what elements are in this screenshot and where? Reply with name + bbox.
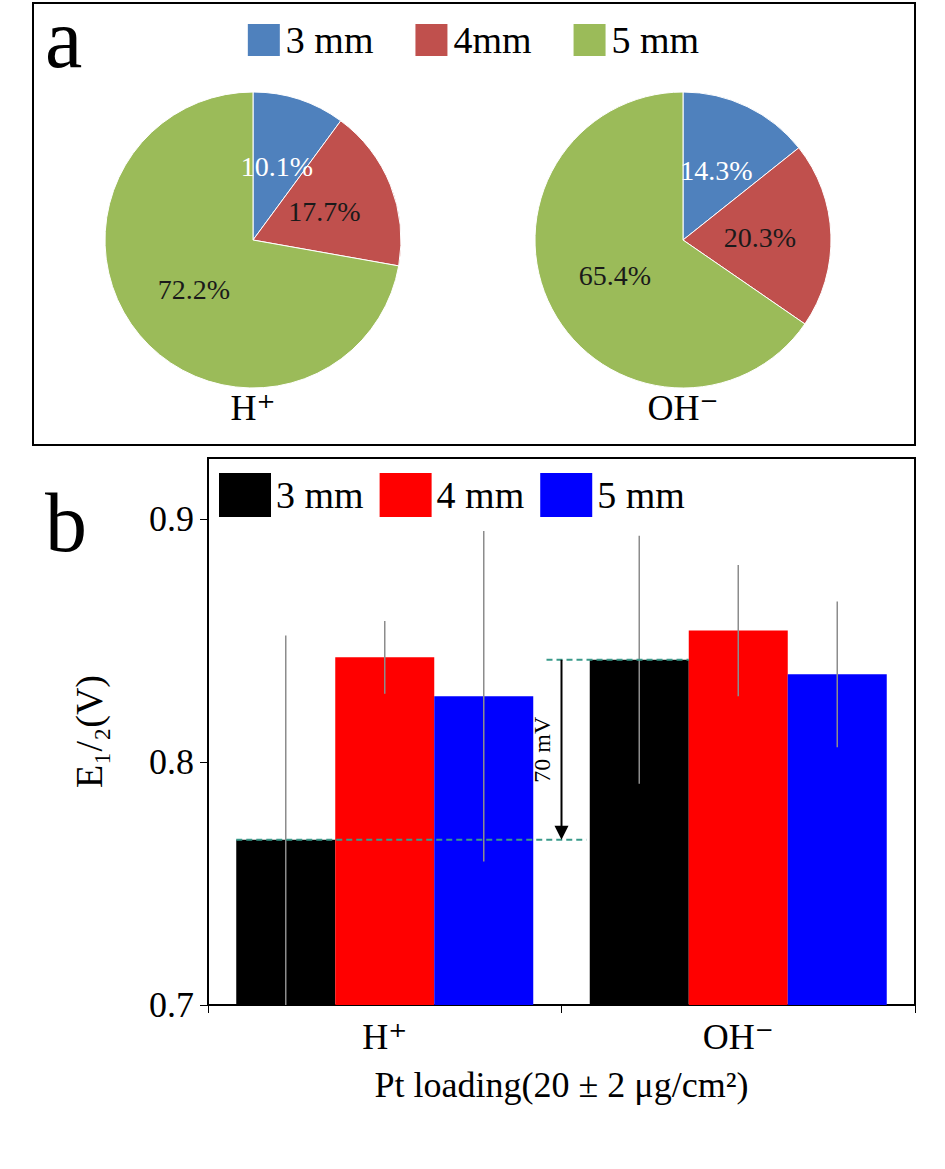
svg-text:OH⁻: OH⁻ (648, 388, 719, 428)
svg-text:4 mm: 4 mm (437, 474, 525, 516)
svg-text:0.7: 0.7 (149, 985, 194, 1025)
svg-text:Pt loading(20 ± 2 μg/cm²): Pt loading(20 ± 2 μg/cm²) (375, 1065, 749, 1105)
svg-text:3 mm: 3 mm (276, 474, 364, 516)
svg-text:17.7%: 17.7% (288, 196, 360, 227)
svg-text:3 mm: 3 mm (286, 19, 374, 61)
svg-text:70 mV: 70 mV (529, 716, 555, 783)
svg-text:0.8: 0.8 (149, 742, 194, 782)
svg-text:b: b (45, 476, 87, 569)
svg-text:0.9: 0.9 (149, 499, 194, 539)
svg-text:a: a (45, 0, 82, 85)
svg-text:65.4%: 65.4% (579, 260, 651, 291)
svg-text:E₁/₂(V): E₁/₂(V) (68, 675, 111, 788)
svg-text:72.2%: 72.2% (158, 274, 230, 305)
svg-text:OH⁻: OH⁻ (703, 1017, 774, 1057)
svg-text:10.1%: 10.1% (241, 151, 313, 182)
svg-text:4mm: 4mm (453, 19, 531, 61)
svg-text:5 mm: 5 mm (612, 19, 700, 61)
svg-text:14.3%: 14.3% (680, 155, 752, 186)
svg-text:5 mm: 5 mm (597, 474, 685, 516)
svg-text:H⁺: H⁺ (231, 388, 276, 428)
svg-text:20.3%: 20.3% (724, 222, 796, 253)
svg-text:H⁺: H⁺ (362, 1017, 407, 1057)
